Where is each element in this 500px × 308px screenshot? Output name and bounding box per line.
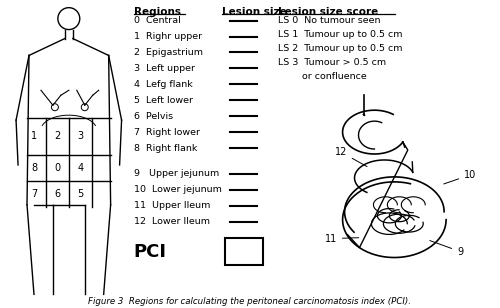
Text: 4  Lefg flank: 4 Lefg flank (134, 80, 192, 89)
Text: 12  Lower Ileum: 12 Lower Ileum (134, 217, 210, 226)
Text: 0: 0 (55, 163, 61, 173)
Text: 4: 4 (78, 163, 84, 173)
Text: LS 3  Tumour > 0.5 cm: LS 3 Tumour > 0.5 cm (278, 58, 386, 67)
Text: 6: 6 (55, 189, 61, 199)
Text: 3: 3 (78, 131, 84, 141)
Text: 8  Right flank: 8 Right flank (134, 144, 197, 152)
Text: 11  Upper Ileum: 11 Upper Ileum (134, 201, 210, 210)
Text: 2  Epigastrium: 2 Epigastrium (134, 48, 202, 57)
Text: Regions: Regions (134, 7, 180, 17)
Text: Lesion size: Lesion size (222, 7, 287, 17)
Text: 5  Left lower: 5 Left lower (134, 96, 192, 105)
Text: 0  Central: 0 Central (134, 16, 180, 25)
Text: 1: 1 (31, 131, 37, 141)
Text: 7: 7 (31, 189, 37, 199)
Text: or confluence: or confluence (278, 72, 366, 81)
Text: LS 2  Tumour up to 0.5 cm: LS 2 Tumour up to 0.5 cm (278, 44, 402, 53)
Text: 6  Pelvis: 6 Pelvis (134, 112, 172, 121)
Text: 9: 9 (430, 241, 463, 257)
Text: 12: 12 (334, 147, 367, 167)
Text: 2: 2 (54, 131, 61, 141)
Text: PCI: PCI (134, 243, 166, 261)
Text: 1  Righr upper: 1 Righr upper (134, 32, 202, 41)
Text: 11: 11 (324, 233, 358, 244)
Text: LS 0  No tumour seen: LS 0 No tumour seen (278, 16, 380, 25)
Text: 7  Right lower: 7 Right lower (134, 128, 200, 137)
Text: 8: 8 (31, 163, 37, 173)
Text: 10: 10 (444, 170, 476, 184)
Text: 10  Lower jejunum: 10 Lower jejunum (134, 185, 222, 194)
Text: Figure 3  Regions for calculating the peritoneal carcinomatosis index (PCI).: Figure 3 Regions for calculating the per… (88, 298, 411, 306)
Text: 3  Left upper: 3 Left upper (134, 64, 194, 73)
Text: LS 1  Tumour up to 0.5 cm: LS 1 Tumour up to 0.5 cm (278, 30, 402, 39)
Text: Lesion size score: Lesion size score (278, 7, 378, 17)
Bar (225, 237, 263, 265)
Text: 5: 5 (78, 189, 84, 199)
Text: 9   Upper jejunum: 9 Upper jejunum (134, 169, 219, 178)
